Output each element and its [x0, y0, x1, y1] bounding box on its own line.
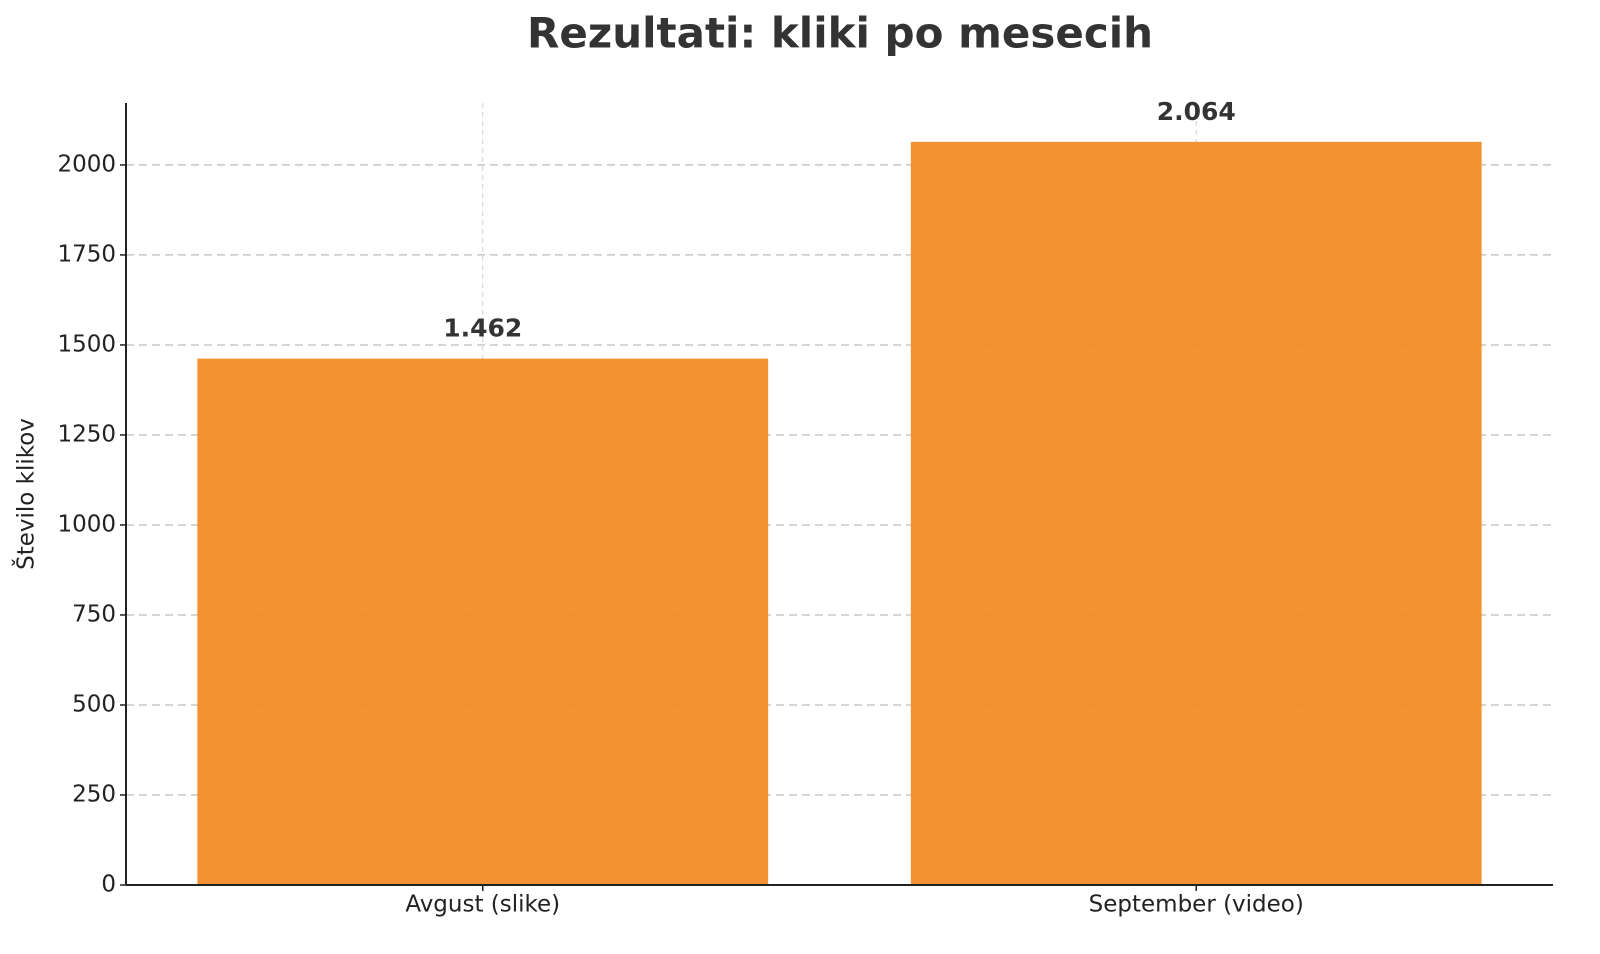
y-tick-label: 1750 [57, 241, 116, 267]
value-label: 2.064 [1157, 97, 1236, 126]
chart-title: Rezultati: kliki po mesecih [527, 9, 1153, 58]
y-tick-label: 500 [72, 691, 116, 717]
y-tick-label: 250 [72, 781, 116, 807]
y-tick-label: 750 [72, 601, 116, 627]
bar [910, 141, 1482, 885]
bar [197, 358, 769, 885]
x-tick-label: September (video) [1089, 892, 1304, 918]
x-tick-label: Avgust (slike) [405, 892, 560, 918]
value-label: 1.462 [443, 314, 522, 343]
y-axis-label: Število klikov [12, 418, 40, 570]
y-tick-label: 0 [101, 872, 116, 898]
y-tick-label: 1250 [57, 421, 116, 447]
y-tick-label: 1500 [57, 331, 116, 357]
y-tick-label: 2000 [57, 151, 116, 177]
y-tick-label: 1000 [57, 511, 116, 537]
